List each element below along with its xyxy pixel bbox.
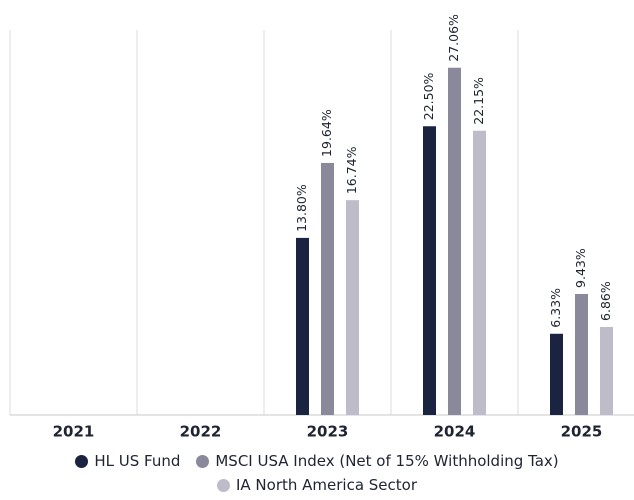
x-tick-label: 2025 <box>561 423 603 441</box>
legend-label: MSCI USA Index (Net of 15% Withholding T… <box>215 452 559 470</box>
legend-swatch <box>75 454 89 468</box>
bar <box>423 126 436 415</box>
value-label: 9.43% <box>573 248 588 288</box>
legend-swatch <box>216 478 230 492</box>
value-label: 19.64% <box>319 109 334 157</box>
legend-label: IA North America Sector <box>235 476 418 494</box>
x-tick-label: 2023 <box>307 423 349 441</box>
bar <box>473 130 486 415</box>
value-label: 22.50% <box>421 72 436 120</box>
bar <box>346 200 359 415</box>
bar <box>448 67 461 415</box>
legend-item: HL US Fund <box>75 452 180 470</box>
value-label: 16.74% <box>344 146 359 194</box>
value-label: 6.33% <box>548 288 563 328</box>
chart: 2021 2022 2023 13.80% 19.64% 16.74% 2024 22.50%… <box>9 14 634 441</box>
x-tick-label: 2022 <box>180 423 222 441</box>
bar <box>600 326 613 415</box>
legend-item: MSCI USA Index (Net of 15% Withholding T… <box>196 452 559 470</box>
legend-item: IA North America Sector <box>216 476 418 494</box>
bar <box>296 237 309 415</box>
x-tick-label: 2024 <box>434 423 476 441</box>
value-label: 27.06% <box>446 14 461 62</box>
legend-swatch <box>196 454 210 468</box>
legend-label: HL US Fund <box>94 452 181 470</box>
x-tick-label: 2021 <box>53 423 95 441</box>
legend: HL US Fund MSCI USA Index (Net of 15% Wit… <box>17 452 617 494</box>
bar <box>550 333 563 415</box>
value-label: 22.15% <box>471 77 486 125</box>
bar <box>321 162 334 415</box>
bar <box>575 293 588 415</box>
value-label: 13.80% <box>294 184 309 232</box>
value-label: 6.86% <box>598 281 613 321</box>
